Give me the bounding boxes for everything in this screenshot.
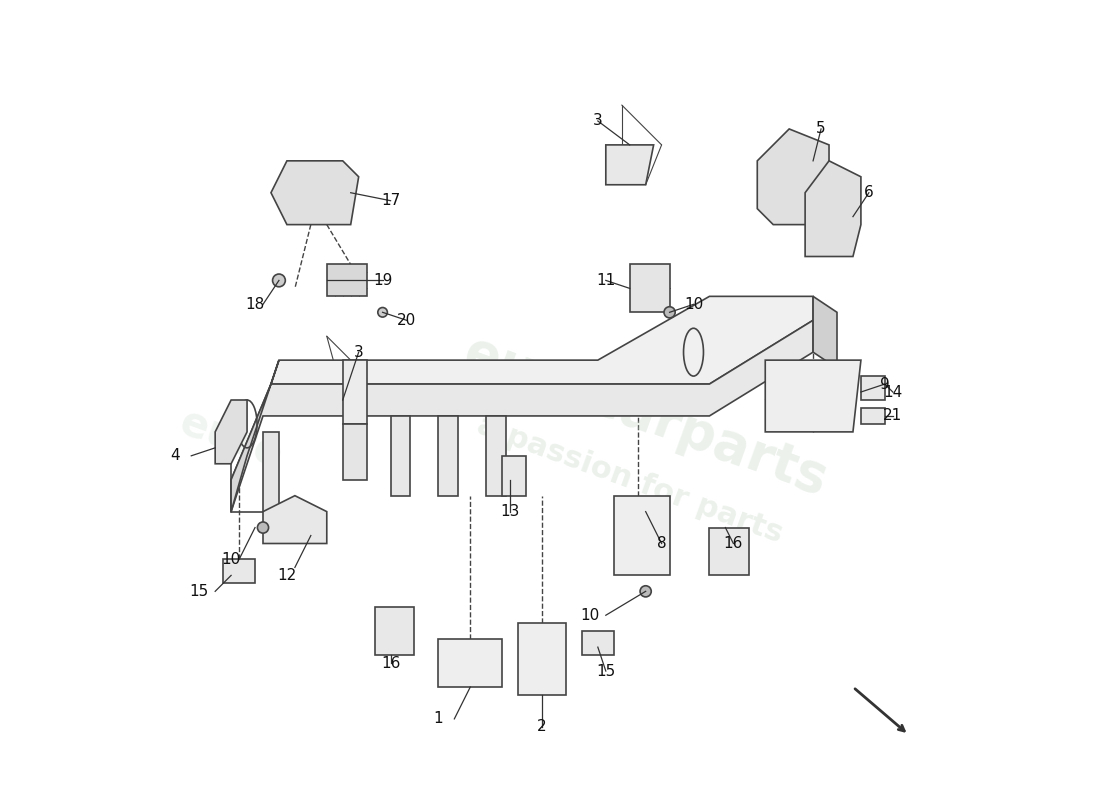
Circle shape	[640, 586, 651, 597]
Text: 16: 16	[724, 536, 743, 551]
Text: 9: 9	[880, 377, 890, 391]
Polygon shape	[263, 432, 279, 512]
Polygon shape	[805, 161, 861, 257]
Text: 20: 20	[397, 313, 416, 328]
Polygon shape	[710, 527, 749, 575]
Polygon shape	[263, 496, 327, 543]
Polygon shape	[271, 161, 359, 225]
Text: 10: 10	[221, 552, 241, 567]
Text: 4: 4	[170, 448, 180, 463]
Circle shape	[377, 307, 387, 317]
Polygon shape	[518, 623, 565, 695]
Polygon shape	[606, 145, 653, 185]
Text: 18: 18	[245, 297, 265, 312]
Polygon shape	[375, 607, 415, 655]
Polygon shape	[216, 400, 248, 464]
Polygon shape	[582, 631, 614, 655]
Polygon shape	[439, 416, 459, 496]
Text: 8: 8	[657, 536, 667, 551]
Polygon shape	[614, 496, 670, 575]
Polygon shape	[231, 320, 813, 512]
Text: 13: 13	[500, 504, 520, 519]
Text: 6: 6	[864, 186, 873, 200]
Text: 10: 10	[684, 297, 703, 312]
Text: a passion for parts: a passion for parts	[473, 410, 786, 549]
Polygon shape	[629, 265, 670, 312]
Polygon shape	[343, 424, 366, 480]
Polygon shape	[757, 129, 829, 225]
Text: 1: 1	[433, 711, 443, 726]
Text: euro: euro	[174, 402, 288, 478]
Circle shape	[664, 306, 675, 318]
Text: 12: 12	[277, 568, 297, 583]
Polygon shape	[861, 408, 884, 424]
Polygon shape	[343, 360, 366, 424]
Text: 15: 15	[596, 663, 615, 678]
Polygon shape	[271, 296, 813, 384]
Polygon shape	[813, 296, 837, 368]
Polygon shape	[390, 416, 410, 496]
Text: 11: 11	[596, 273, 615, 288]
Polygon shape	[486, 416, 506, 496]
Text: 3: 3	[354, 345, 363, 360]
Text: 5: 5	[816, 122, 826, 137]
Text: 17: 17	[381, 193, 400, 208]
Circle shape	[257, 522, 268, 533]
Text: 2: 2	[537, 719, 547, 734]
Polygon shape	[503, 456, 526, 496]
Text: 15: 15	[189, 584, 209, 599]
Text: 14: 14	[883, 385, 902, 399]
Text: 21: 21	[883, 409, 902, 423]
Text: 19: 19	[373, 273, 393, 288]
Circle shape	[273, 274, 285, 286]
Polygon shape	[231, 360, 279, 512]
Text: eurocarparts: eurocarparts	[456, 326, 835, 506]
Text: 16: 16	[381, 655, 400, 670]
Polygon shape	[861, 376, 884, 400]
Polygon shape	[223, 559, 255, 583]
Polygon shape	[439, 639, 503, 687]
Text: 3: 3	[593, 114, 603, 129]
Polygon shape	[327, 265, 366, 296]
Polygon shape	[766, 360, 861, 432]
Text: 10: 10	[580, 608, 600, 622]
